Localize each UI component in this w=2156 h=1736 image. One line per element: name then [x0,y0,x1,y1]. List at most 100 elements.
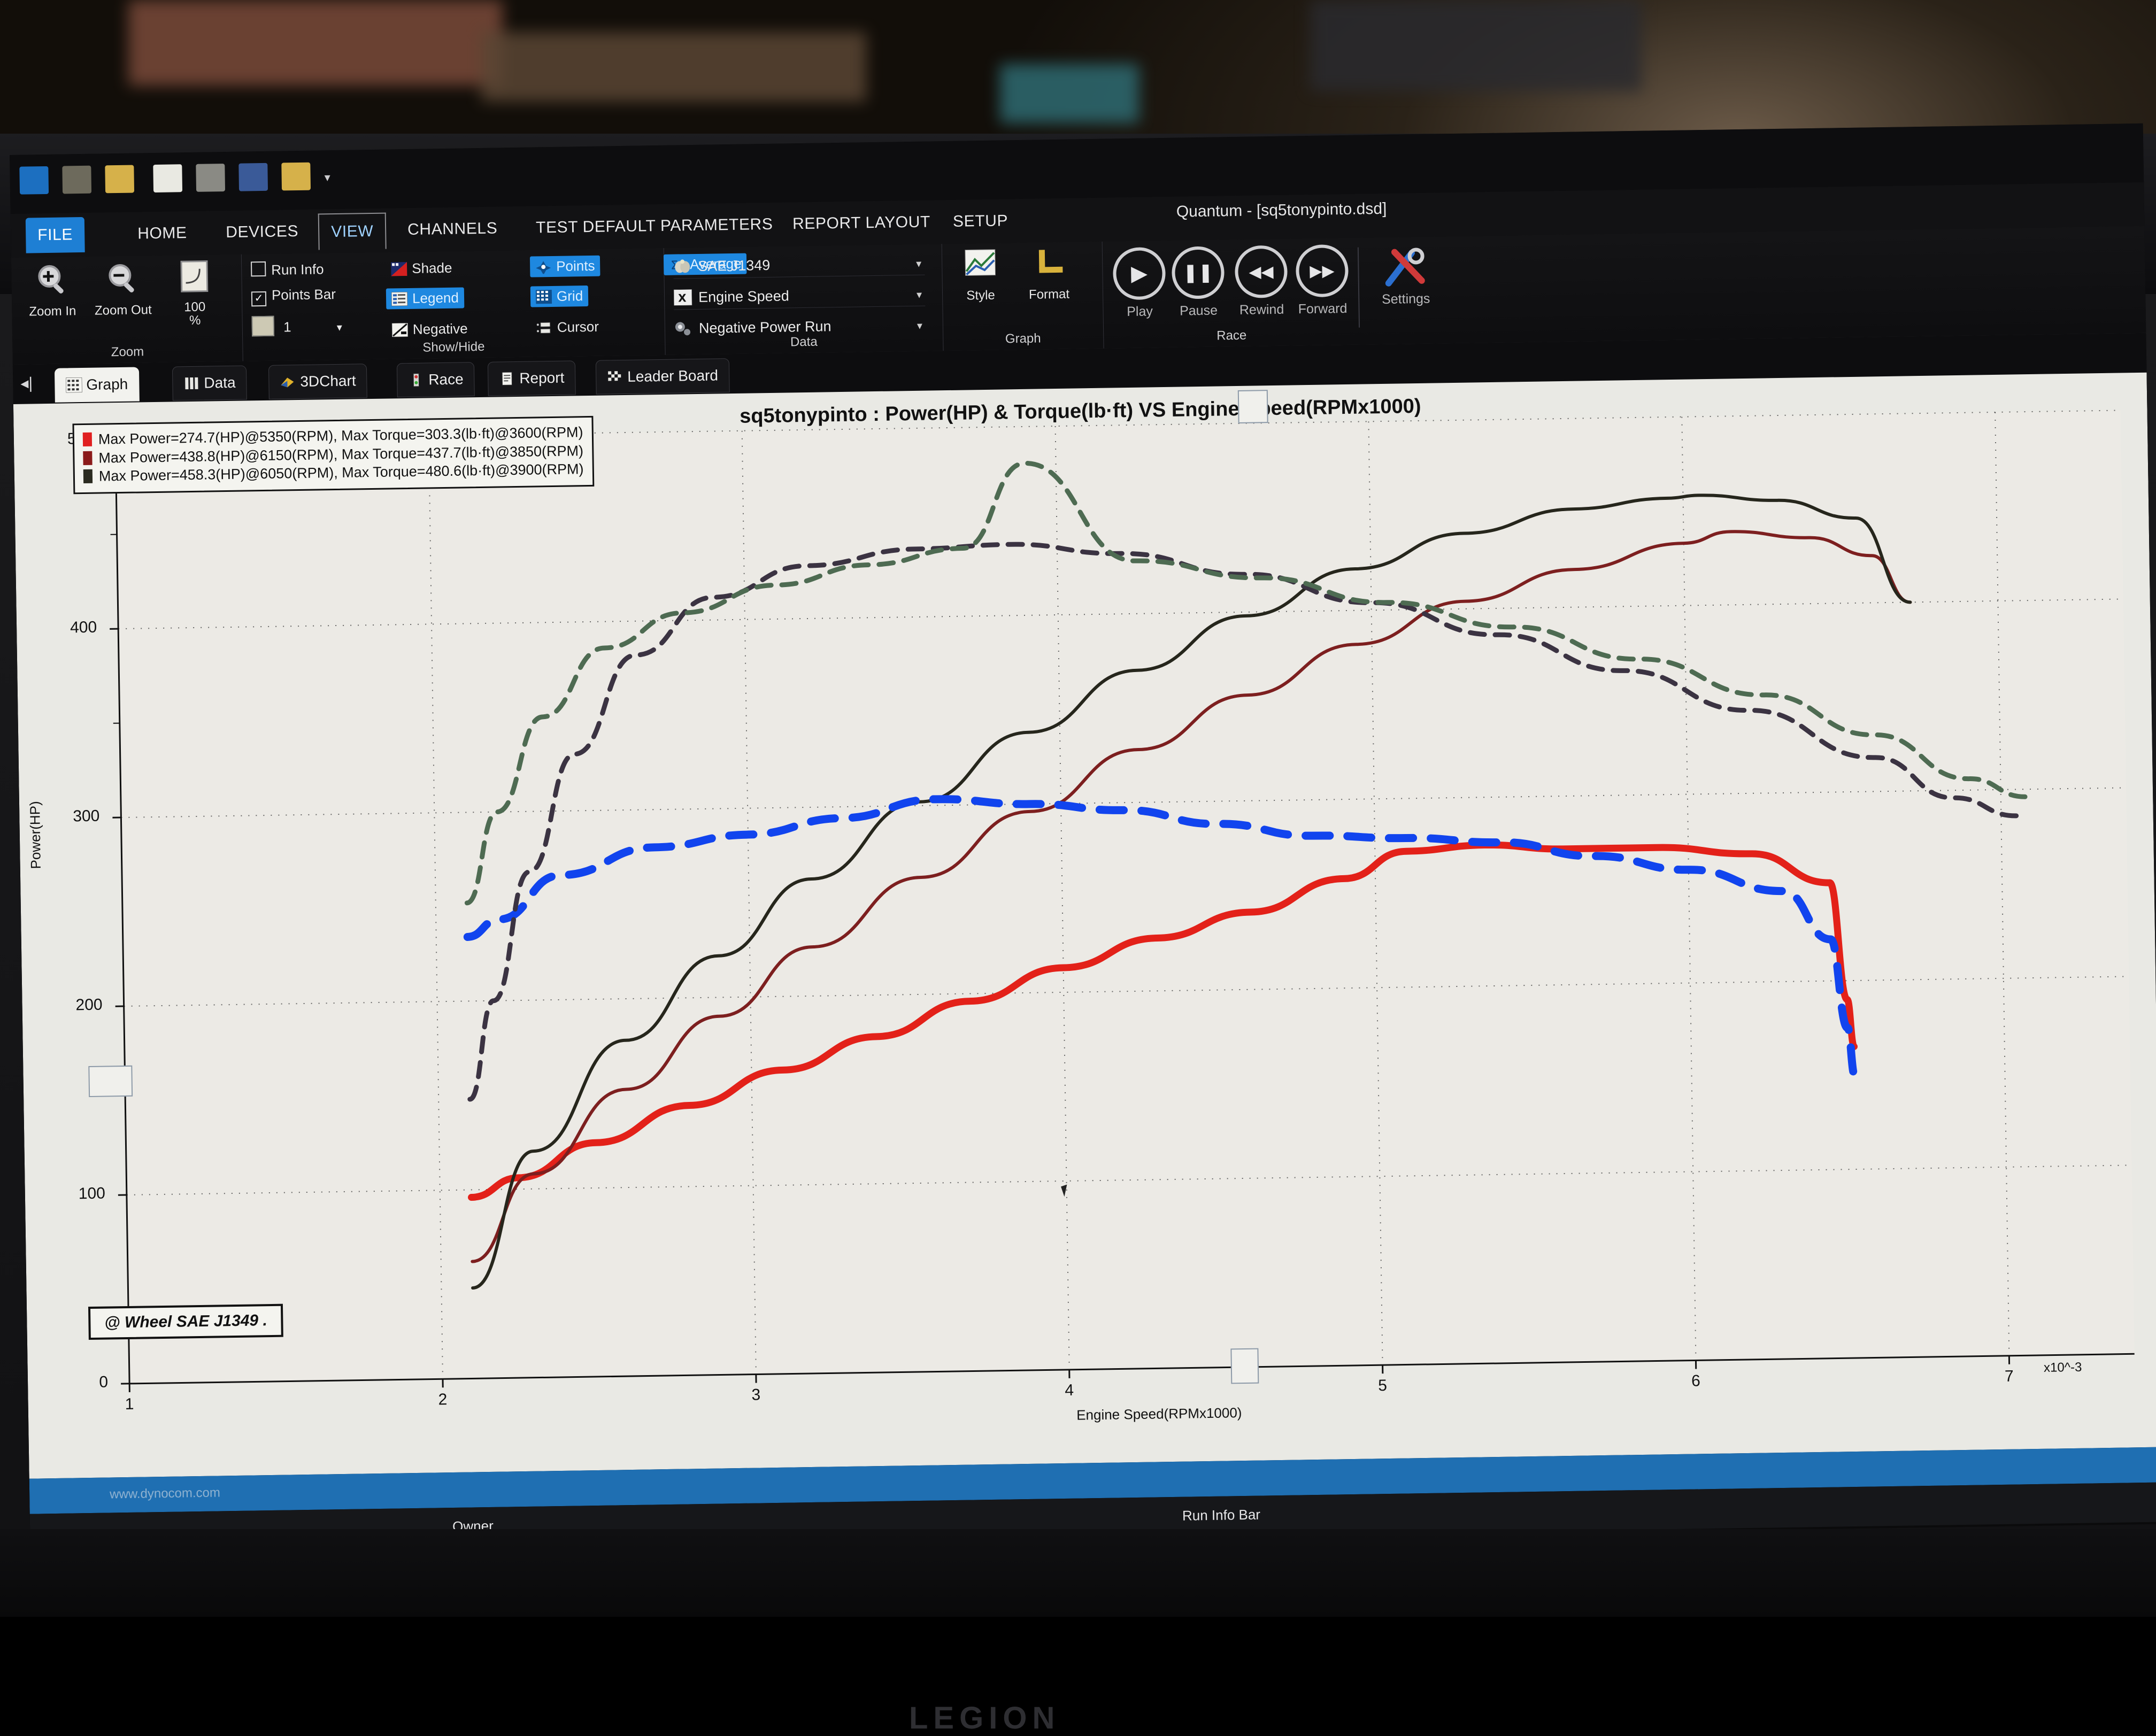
facebook-icon[interactable] [238,163,268,191]
style-button[interactable]: Style [948,247,1013,303]
tools-icon[interactable] [196,164,225,192]
ribbon-tab-report-layout[interactable]: REPORT LAYOUT [781,204,943,242]
points-bar-checkbox[interactable]: ✓Points Bar [251,286,336,306]
blurred-wall-panel [1310,0,1642,91]
x-channel-dropdown[interactable]: X Engine Speed ▾ [674,283,926,310]
application-screen: ▾ FILE HOME DEVICES VIEW CHANNELS TEST D… [10,124,2156,1556]
ribbon-group-showhide: Run Info ✓Points Bar 1 ▾ Shade Legend [241,248,666,361]
x-axis-spin-handle[interactable] [1230,1348,1259,1384]
run-info-checkbox[interactable]: Run Info [251,260,324,279]
x-channel-chevron-down-icon[interactable]: ▾ [917,288,922,302]
chart-legend: Max Power=274.7(HP)@5350(RPM), Max Torqu… [72,416,594,494]
document-tab-3dchart[interactable]: 3DChart [268,364,367,399]
y-axis-spin-handle[interactable] [88,1066,133,1097]
settings-label: Settings [1382,291,1430,307]
pause-button[interactable]: ❚❚ Pause [1166,246,1230,319]
legend-swatch-3 [83,469,93,483]
run-count-selector[interactable]: 1 ▾ [252,315,343,337]
edit-icon[interactable] [62,166,91,194]
points-label: Points [556,258,595,274]
points-toggle[interactable]: Points [530,256,600,277]
tab-scroll-left-icon[interactable]: ◂| [20,374,33,392]
app-menu-icon[interactable] [19,166,49,195]
zoom-in-icon [20,261,84,302]
ribbon-tab-file[interactable]: FILE [26,217,85,253]
document-tab-report[interactable]: Report [488,360,576,396]
ribbon-group-data: SAE J1349 ▾ X Engine Speed ▾ Negative Po… [664,244,944,355]
document-tab-graph[interactable]: Graph [55,367,140,402]
open-folder-icon[interactable] [105,165,134,194]
blurred-carton [481,32,866,102]
new-document-icon[interactable] [153,164,182,192]
ribbon-group-race-label: Race [1103,327,1360,345]
ribbon-tab-channels[interactable]: CHANNELS [396,211,510,248]
grid-icon [536,290,552,304]
format-label: Format [1029,287,1069,302]
ribbon-tab-setup[interactable]: SETUP [941,203,1020,240]
ribbon-tab-test-default-parameters[interactable]: TEST DEFAULT PARAMETERS [524,207,785,246]
zoom-in-button[interactable]: Zoom In [20,261,85,319]
document-tab-data[interactable]: Data [172,365,247,400]
run-info-bar-field[interactable]: Run Info Bar [1182,1507,1260,1524]
shade-toggle[interactable]: Shade [386,258,458,280]
style-label: Style [966,288,995,303]
rewind-button[interactable]: ◀◀ Rewind [1229,245,1293,318]
document-tab-3dchart-label: 3DChart [300,372,356,390]
x-tick-1: 1 [125,1395,134,1414]
grid-toggle[interactable]: Grid [530,286,589,307]
qat-overflow-chevron-icon[interactable]: ▾ [324,171,330,184]
y-tick-0: 0 [49,1374,108,1393]
ribbon-tab-view[interactable]: VIEW [318,213,387,250]
negative-toggle[interactable]: Negative [387,318,473,340]
graph-style-icon [948,247,1013,286]
negative-label: Negative [413,320,468,337]
document-tab-leader-board[interactable]: Leader Board [596,358,730,395]
save-folder-icon[interactable] [281,163,311,191]
zoom-out-icon [90,260,155,301]
correction-factor-value: SAE J1349 [698,257,771,274]
points-bar-checkbox-box: ✓ [251,291,266,306]
report-tab-icon [499,365,515,380]
pause-label: Pause [1180,303,1218,319]
run-type-value: Negative Power Run [699,318,831,336]
points-icon [535,260,551,274]
legend-toggle[interactable]: Legend [386,287,464,309]
zoom-percent-value: 100 [184,300,205,315]
graph-tab-icon [66,371,82,386]
format-axes-icon [1017,246,1081,285]
laptop-lower-bezel [0,1529,2156,1617]
correction-chevron-down-icon[interactable]: ▾ [916,257,921,271]
shade-icon [391,262,407,276]
site-url-text: www.dynocom.com [110,1485,220,1502]
x-tick-2: 2 [438,1391,447,1409]
format-button[interactable]: Format [1017,246,1082,302]
run-type-icon [674,320,692,337]
ribbon-group-race: ▶ Play ❚❚ Pause ◀◀ Rewind ▶▶ Forward Set… [1102,236,1483,349]
pause-icon: ❚❚ [1172,246,1225,299]
forward-button[interactable]: ▶▶ Forward [1290,244,1354,318]
run-count-value: 1 [283,319,291,335]
correction-factor-dropdown[interactable]: SAE J1349 ▾ [673,252,925,279]
ribbon-tab-home[interactable]: HOME [126,215,199,252]
settings-button[interactable]: Settings [1374,243,1438,307]
run-count-chevron-down-icon[interactable]: ▾ [337,322,342,334]
zoom-out-label: Zoom Out [95,303,152,318]
rewind-label: Rewind [1239,302,1284,318]
chart-plot [13,373,2156,1479]
y-tick-200: 200 [43,996,102,1015]
ribbon-tab-devices[interactable]: DEVICES [214,214,311,251]
x-axis-icon: X [674,289,692,306]
play-button[interactable]: ▶ Play [1107,247,1172,320]
document-tab-race-label: Race [428,371,464,388]
zoom-out-button[interactable]: Zoom Out [90,260,156,318]
title-spin-handle[interactable] [1238,390,1268,423]
run-type-chevron-down-icon[interactable]: ▾ [917,319,922,333]
legend-swatch-2 [83,451,92,465]
weather-station-icon [673,258,691,275]
document-tab-race[interactable]: Race [397,362,475,397]
grid-label: Grid [557,288,583,304]
zoom-percent-button[interactable]: 100 % [162,259,227,328]
negative-icon [392,323,408,337]
cursor-toggle[interactable]: Cursor [531,317,605,338]
rewind-icon: ◀◀ [1235,245,1288,298]
